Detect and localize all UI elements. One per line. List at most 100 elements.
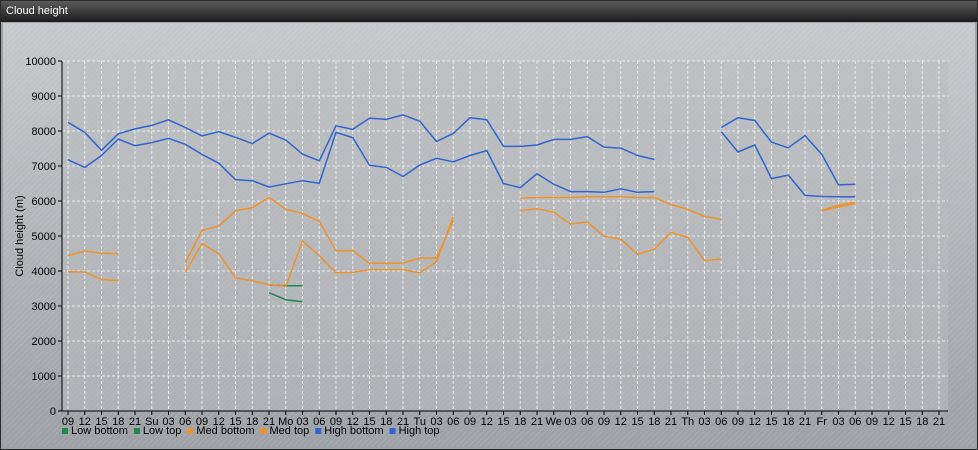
x-tick-label: 09 [598, 416, 610, 428]
x-tick-label: Tu [414, 416, 426, 428]
x-tick-label: 03 [832, 416, 844, 428]
x-tick-label: 09 [62, 416, 74, 428]
x-tick-label: 15 [765, 416, 777, 428]
grid [62, 60, 948, 411]
x-tick-label: 18 [648, 416, 660, 428]
series-line-segment [821, 202, 856, 212]
legend-swatch-high-top [389, 428, 396, 434]
x-tick-label: 03 [296, 416, 308, 428]
x-tick-label: 12 [213, 416, 225, 428]
series-low-bottom [268, 292, 303, 303]
x-tick-label: 21 [799, 416, 811, 428]
series-line-segment [67, 131, 655, 194]
series-med-top [67, 196, 856, 265]
y-tick-label: 0 [50, 406, 56, 418]
window-title: Cloud height [6, 5, 68, 17]
x-tick-label: 06 [313, 416, 325, 428]
x-tick-label: 09 [464, 416, 476, 428]
x-tick-label: 06 [715, 416, 727, 428]
x-tick-label: 18 [246, 416, 258, 428]
x-tick-label: 03 [564, 416, 576, 428]
cloud-height-chart: 0 1000 2000 3000 4000 5000 6000 7000 8000 9000 100… [14, 56, 948, 437]
legend-swatch-med-top [260, 428, 267, 434]
legend-label-high-bottom: High bottom [324, 425, 383, 437]
x-tick-label: 15 [363, 416, 375, 428]
y-axis-label: Cloud height (m) [14, 195, 26, 276]
x-tick-label: 21 [129, 416, 141, 428]
y-tick-label: 3000 [32, 301, 56, 313]
series-line-segment [67, 250, 119, 257]
series-high-bottom [67, 131, 856, 198]
x-tick-label: 21 [263, 416, 275, 428]
x-tick-label: 03 [162, 416, 174, 428]
x-tick-label: Fr [817, 416, 828, 428]
x-tick-label: 18 [514, 416, 526, 428]
y-tick-label: 9000 [32, 91, 56, 103]
y-tick-label: 4000 [32, 266, 56, 278]
legend-label-low-top: Low top [143, 425, 182, 437]
x-tick-label: 06 [179, 416, 191, 428]
x-tick-label: 12 [749, 416, 761, 428]
y-tick-label: 6000 [32, 196, 56, 208]
x-tick-label: 09 [866, 416, 878, 428]
x-tick-label: 09 [196, 416, 208, 428]
x-tick-label: 03 [430, 416, 442, 428]
y-tick-label: 10000 [25, 56, 56, 68]
x-tick-label: 21 [665, 416, 677, 428]
series-line-segment [720, 131, 856, 198]
legend-label-high-top: High top [399, 425, 440, 437]
series-line-segment [520, 207, 722, 262]
y-tick-label: 2000 [32, 336, 56, 348]
x-tick-label: 15 [631, 416, 643, 428]
x-tick-label: 09 [732, 416, 744, 428]
x-tick-label: 18 [380, 416, 392, 428]
series-line-segment [67, 114, 655, 162]
series-line-segment [720, 116, 856, 186]
series-high-top [67, 114, 856, 186]
legend-label-low-bottom: Low bottom [71, 425, 128, 437]
legend-label-med-top: Med top [270, 425, 310, 437]
x-tick-label: 15 [899, 416, 911, 428]
legend-swatch-high-bottom [315, 428, 322, 434]
series-layer [67, 114, 856, 303]
series-line-segment [184, 216, 455, 288]
x-tick-label: 06 [581, 416, 593, 428]
x-tick-label: 06 [849, 416, 861, 428]
x-tick-label: Su [145, 416, 158, 428]
x-tick-label: 09 [330, 416, 342, 428]
x-tick-label: 15 [95, 416, 107, 428]
x-tick-label: 03 [698, 416, 710, 428]
chart-panel: 0 1000 2000 3000 4000 5000 6000 7000 8000 9000 100… [3, 23, 975, 447]
series-line-segment [67, 270, 119, 282]
x-tick-label: 12 [615, 416, 627, 428]
x-tick-label: 12 [79, 416, 91, 428]
axes: 0 1000 2000 3000 4000 5000 6000 7000 8000 9000 100… [25, 56, 948, 428]
x-tick-label: 18 [782, 416, 794, 428]
x-tick-label: 15 [229, 416, 241, 428]
y-tick-label: 8000 [32, 126, 56, 138]
series-med-bottom [67, 202, 856, 288]
x-tick-label: Th [681, 416, 694, 428]
x-tick-label: 18 [916, 416, 928, 428]
y-tick-label: 1000 [32, 371, 56, 383]
x-tick-label: 12 [481, 416, 493, 428]
x-tick-label: 15 [497, 416, 509, 428]
x-tick-label: 21 [933, 416, 945, 428]
legend-swatch-low-top [133, 428, 140, 434]
legend-label-med-bottom: Med bottom [196, 425, 254, 437]
series-line-segment [268, 292, 303, 303]
series-line-segment [520, 196, 722, 220]
legend-swatch-low-bottom [62, 428, 68, 434]
x-tick-label: 21 [531, 416, 543, 428]
x-tick-label: We [546, 416, 562, 428]
x-tick-label: 06 [447, 416, 459, 428]
x-tick-label: 12 [347, 416, 359, 428]
series-line-segment [184, 196, 454, 265]
x-tick-label: 21 [397, 416, 409, 428]
x-tick-label: Mo [278, 416, 293, 428]
series-line-segment [821, 201, 856, 212]
legend-swatch-med-bottom [187, 428, 194, 434]
x-tick-label: 12 [883, 416, 895, 428]
y-tick-label: 5000 [32, 231, 56, 243]
